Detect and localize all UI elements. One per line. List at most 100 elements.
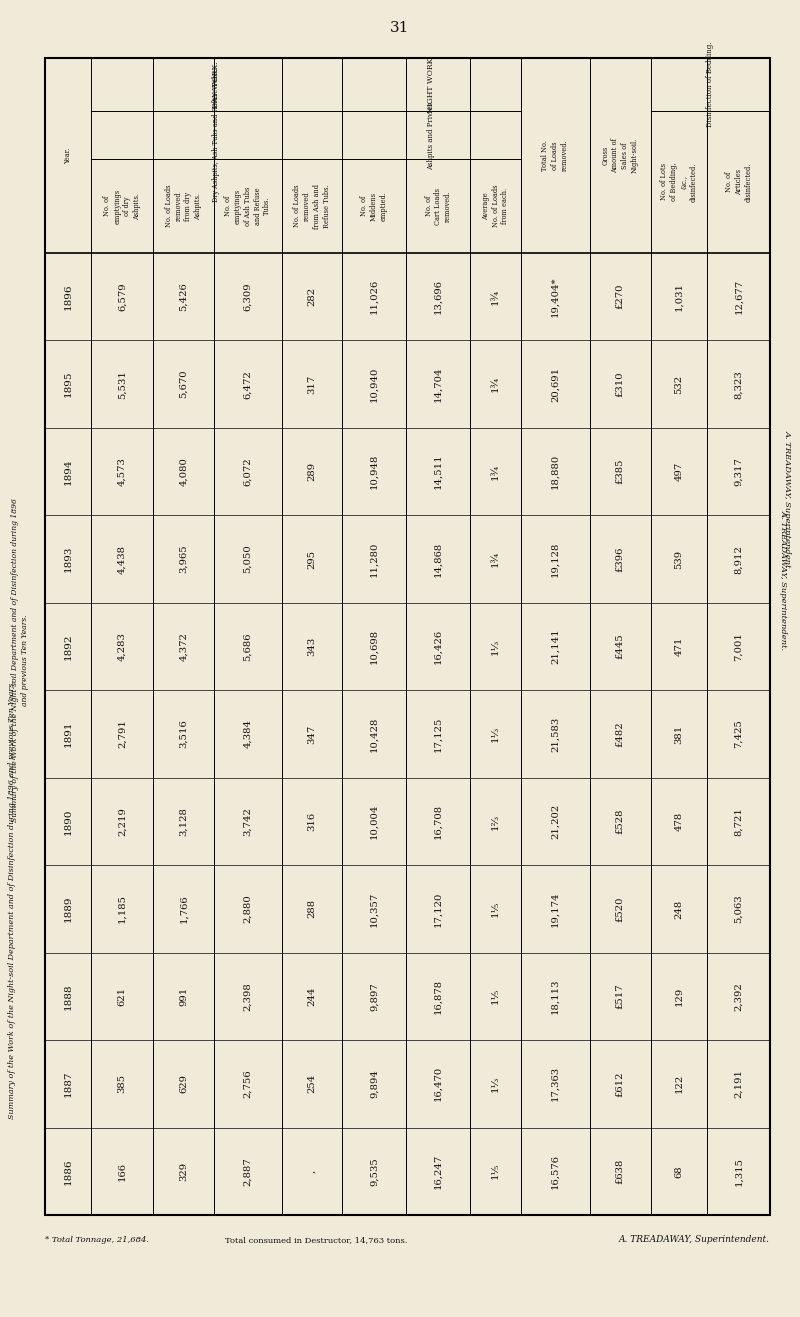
Text: 1⅕: 1⅕: [491, 901, 500, 917]
Text: £396: £396: [616, 547, 625, 572]
Text: 166: 166: [118, 1162, 126, 1181]
Text: 5,670: 5,670: [179, 370, 188, 399]
Text: 10,428: 10,428: [370, 716, 378, 752]
Text: 1⅓: 1⅓: [491, 1076, 500, 1092]
Text: 14,868: 14,868: [434, 541, 443, 577]
Text: 2,791: 2,791: [118, 719, 126, 748]
Text: No. of
Articles
disinfected.: No. of Articles disinfected.: [725, 162, 753, 202]
Text: 2,880: 2,880: [243, 894, 252, 923]
Text: 18,880: 18,880: [550, 454, 560, 489]
Text: 1892: 1892: [63, 633, 73, 660]
Text: £520: £520: [616, 896, 625, 922]
Text: Dry Ashpits, Ash Tubs and Refuse Tubs.: Dry Ashpits, Ash Tubs and Refuse Tubs.: [213, 68, 221, 202]
Text: 621: 621: [118, 986, 126, 1006]
Text: 4,384: 4,384: [243, 719, 252, 748]
Text: No. of
emptyings
of Ash Tubs
and Refuse
Tubs.: No. of emptyings of Ash Tubs and Refuse …: [224, 187, 271, 227]
Text: Summary of the Work of the Night-soil Department and of Disinfection during 1896: Summary of the Work of the Night-soil De…: [11, 498, 29, 822]
Text: A. TREADAWAY, Superintendent.: A. TREADAWAY, Superintendent.: [619, 1235, 770, 1245]
Text: 19,174: 19,174: [550, 892, 560, 927]
Text: 16,878: 16,878: [434, 979, 443, 1014]
Text: 2,392: 2,392: [734, 982, 743, 1010]
Text: £385: £385: [616, 458, 625, 485]
Text: No. of
Middens
emptied.: No. of Middens emptied.: [360, 191, 388, 221]
Text: 1896: 1896: [63, 283, 73, 309]
Text: 9,535: 9,535: [370, 1156, 378, 1185]
Text: £310: £310: [616, 371, 625, 396]
Text: 1¾: 1¾: [491, 551, 500, 568]
Text: 8,912: 8,912: [734, 545, 743, 573]
Text: 10,004: 10,004: [370, 803, 378, 839]
Text: £270: £270: [616, 284, 625, 309]
Text: Summary of the Work of the Night-soil Department and of Disinfection during 1896: Summary of the Work of the Night-soil De…: [8, 681, 16, 1119]
Text: 1⅓: 1⅓: [491, 639, 500, 655]
Text: 471: 471: [674, 637, 683, 656]
Text: 1889: 1889: [63, 896, 73, 922]
Text: 14,511: 14,511: [434, 454, 443, 490]
Text: 14,704: 14,704: [434, 366, 443, 402]
Text: 347: 347: [307, 724, 317, 744]
Text: 19,128: 19,128: [550, 541, 560, 577]
Text: 1⅓: 1⅓: [491, 726, 500, 741]
Text: 1891: 1891: [63, 720, 73, 747]
Text: 129: 129: [674, 986, 683, 1006]
Text: 16,708: 16,708: [434, 803, 443, 839]
Text: Ashpits and Privies.: Ashpits and Privies.: [427, 100, 435, 170]
Text: 68: 68: [674, 1166, 683, 1177]
Text: 317: 317: [307, 374, 317, 394]
Text: 10,940: 10,940: [370, 366, 378, 402]
Text: 254: 254: [307, 1075, 317, 1093]
Text: 1,031: 1,031: [674, 282, 683, 311]
Text: Average
No. of Loads
from each.: Average No. of Loads from each.: [482, 184, 510, 228]
Text: DAY WORK.: DAY WORK.: [213, 61, 221, 108]
Text: 2,219: 2,219: [118, 807, 126, 836]
Text: 10,698: 10,698: [370, 630, 378, 664]
Text: £482: £482: [616, 722, 625, 747]
Text: 539: 539: [674, 549, 683, 569]
Text: 2,191: 2,191: [734, 1069, 743, 1098]
Text: 288: 288: [307, 900, 317, 918]
Text: No. of
Cart Loads
removed.: No. of Cart Loads removed.: [425, 188, 452, 225]
Text: 6,072: 6,072: [243, 457, 252, 486]
Text: 1890: 1890: [63, 809, 73, 835]
Text: 1⅔: 1⅔: [491, 814, 500, 830]
Text: 1¾: 1¾: [491, 377, 500, 392]
Text: 18,113: 18,113: [550, 979, 560, 1014]
Text: 6,309: 6,309: [243, 282, 252, 311]
Text: 21,583: 21,583: [550, 716, 560, 752]
Text: No. of Lots
of Bedding,
&c.,
disinfected.: No. of Lots of Bedding, &c., disinfected…: [660, 162, 698, 202]
Text: 1,766: 1,766: [179, 894, 188, 923]
Text: 6,472: 6,472: [243, 370, 252, 399]
Text: 11,026: 11,026: [370, 279, 378, 315]
Text: 343: 343: [307, 637, 317, 656]
Text: 17,120: 17,120: [434, 892, 443, 927]
Text: 16,426: 16,426: [434, 630, 443, 664]
Text: 1¾: 1¾: [491, 288, 500, 304]
Text: 5,063: 5,063: [734, 894, 743, 923]
Text: 16,470: 16,470: [434, 1067, 443, 1101]
Text: 5,686: 5,686: [243, 632, 252, 661]
Text: 20,691: 20,691: [550, 366, 560, 402]
Text: Total consumed in Destructor, 14,763 tons.: Total consumed in Destructor, 14,763 ton…: [225, 1235, 407, 1245]
Text: Gross
Amount of
Sales of
Night-soil.: Gross Amount of Sales of Night-soil.: [602, 138, 639, 173]
Text: 991: 991: [179, 986, 188, 1006]
Text: £517: £517: [616, 984, 625, 1009]
Text: 329: 329: [179, 1162, 188, 1181]
Text: 629: 629: [179, 1075, 188, 1093]
Text: 7,425: 7,425: [734, 719, 743, 748]
Text: No. of Loads
removed
from dry
Ashpits.: No. of Loads removed from dry Ashpits.: [165, 184, 202, 228]
Text: 1⅕: 1⅕: [491, 1163, 500, 1180]
Text: 2,756: 2,756: [243, 1069, 252, 1098]
Text: 3,742: 3,742: [243, 807, 252, 836]
Text: 1893: 1893: [63, 545, 73, 573]
Text: ,: ,: [307, 1169, 317, 1173]
Text: 9,317: 9,317: [734, 457, 743, 486]
Text: 5,531: 5,531: [118, 370, 126, 399]
Text: No. of
emptyings
of dry
Ashpits.: No. of emptyings of dry Ashpits.: [103, 188, 141, 224]
Text: 1¾: 1¾: [491, 464, 500, 479]
Text: 12,677: 12,677: [734, 279, 743, 315]
Text: 21,141: 21,141: [550, 628, 560, 664]
Text: Disinfection of Bedding.: Disinfection of Bedding.: [706, 42, 714, 126]
Text: No. of Loads
removed
from Ash and
Refuse Tubs.: No. of Loads removed from Ash and Refuse…: [294, 183, 330, 229]
Text: 316: 316: [307, 811, 317, 831]
Text: A. TREADAWAY, Superintendent.: A. TREADAWAY, Superintendent.: [784, 429, 792, 570]
